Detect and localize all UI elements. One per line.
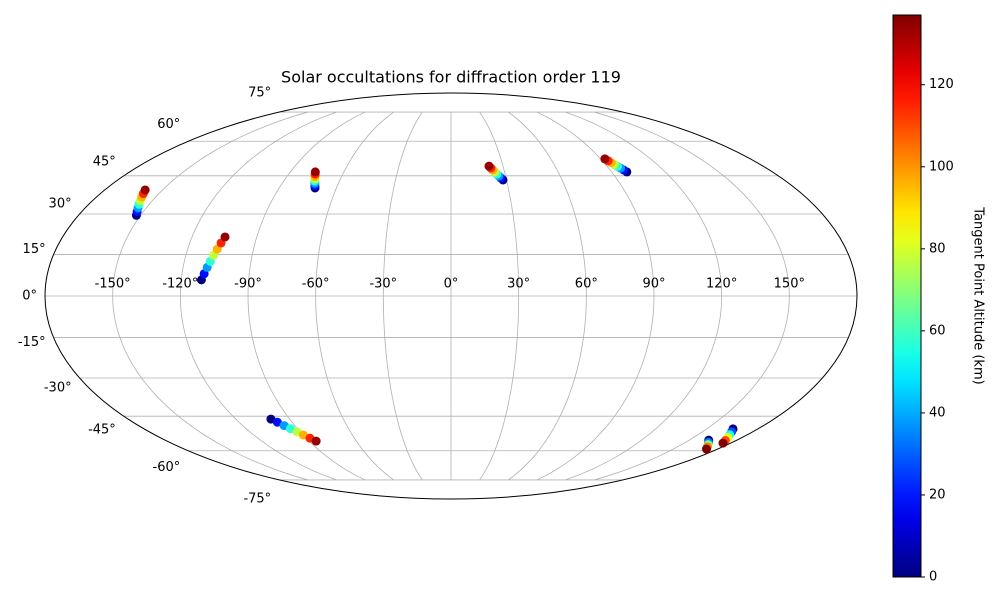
chart-title: Solar occultations for diffraction order…	[281, 68, 621, 87]
data-point	[310, 167, 320, 177]
grid-line	[565, 111, 723, 481]
grid-line	[315, 111, 394, 481]
y-tick-label: 75°	[248, 86, 271, 101]
x-tick-label: 90°	[642, 277, 665, 292]
x-tick-label: 0°	[444, 277, 459, 292]
y-tick-label: 30°	[49, 197, 72, 212]
data-point	[311, 436, 321, 446]
x-tick-label: -150°	[95, 277, 131, 292]
colorbar-label: Tangent Point Altitude (km)	[971, 206, 986, 384]
data-point	[220, 232, 230, 242]
colorbar-tick-label: 100	[929, 159, 954, 174]
data-point	[600, 154, 610, 164]
y-tick-label: -45°	[88, 422, 116, 437]
data-point	[718, 438, 728, 448]
data-point	[484, 161, 494, 171]
colorbar-tick-label: 60	[929, 323, 946, 338]
x-tick-label: 30°	[507, 277, 530, 292]
grid-line	[112, 111, 308, 481]
x-tick-label: -30°	[369, 277, 397, 292]
data-point	[701, 444, 711, 454]
x-tick-label: 120°	[706, 277, 737, 292]
x-tick-label: -60°	[302, 277, 330, 292]
data-point	[272, 417, 282, 427]
x-tick-label: -90°	[234, 277, 262, 292]
map-boundary	[44, 92, 858, 500]
grid-line	[508, 111, 587, 481]
y-tick-label: 60°	[157, 117, 180, 132]
data-point	[140, 185, 150, 195]
y-tick-label: 45°	[93, 155, 116, 170]
grid-line	[594, 111, 790, 481]
x-tick-label: 150°	[774, 277, 805, 292]
colorbar	[892, 14, 922, 578]
y-tick-label: 0°	[22, 289, 37, 304]
y-tick-label: -60°	[153, 460, 181, 475]
grid-line	[479, 111, 520, 481]
y-tick-label: -75°	[243, 491, 271, 506]
colorbar-tick-label: 40	[929, 405, 946, 420]
grid-line	[382, 111, 423, 481]
grid-line	[179, 111, 337, 481]
x-tick-label: 60°	[575, 277, 598, 292]
colorbar-tick-label: 120	[929, 77, 954, 92]
y-tick-label: -15°	[18, 335, 46, 350]
colorbar-tick-label: 20	[929, 487, 946, 502]
x-tick-label: -120°	[162, 277, 198, 292]
colorbar-tick-label: 80	[929, 241, 946, 256]
y-tick-label: -30°	[44, 380, 72, 395]
y-tick-label: 15°	[23, 242, 46, 257]
colorbar-tick-label: 0	[929, 570, 937, 585]
